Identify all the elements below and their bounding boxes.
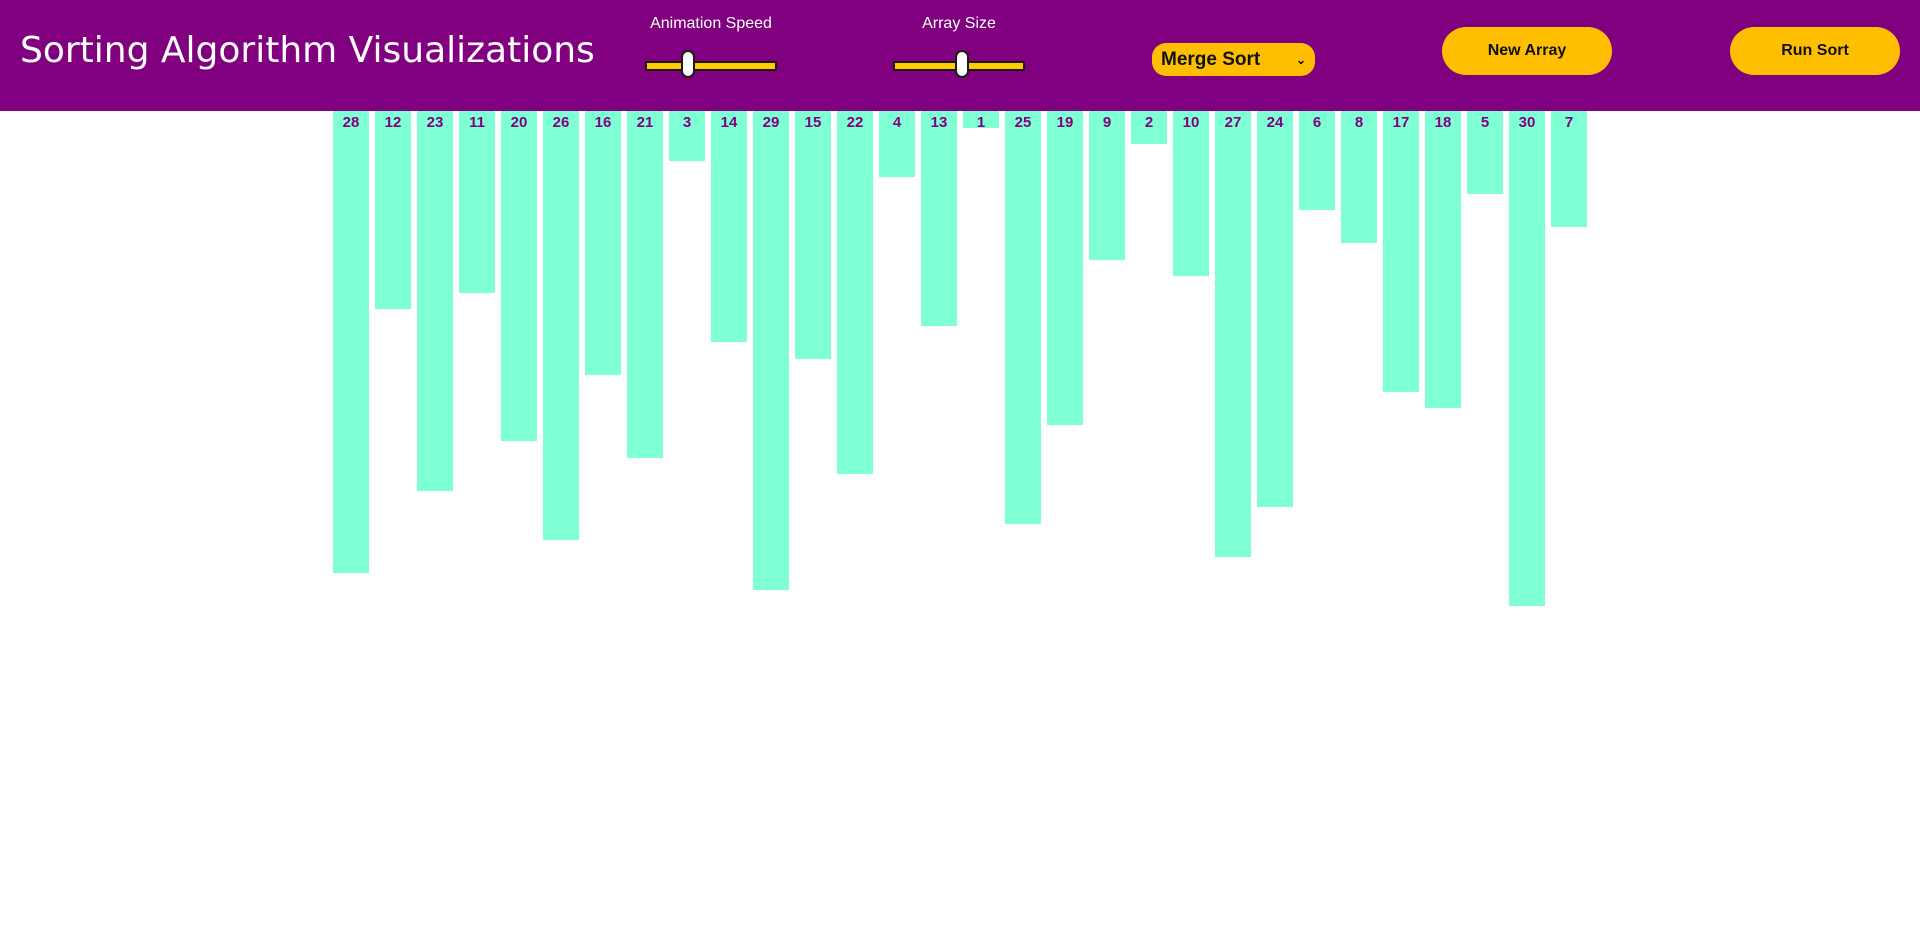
- array-bar-value: 4: [892, 114, 902, 131]
- array-bar-value: 7: [1564, 114, 1574, 131]
- array-bar: 30: [1509, 111, 1545, 606]
- array-bar: 23: [417, 111, 453, 491]
- array-bar-value: 1: [976, 114, 986, 131]
- algorithm-select[interactable]: Merge Sort ⌄: [1152, 43, 1315, 76]
- array-bar-value: 27: [1224, 114, 1242, 131]
- array-bar-value: 10: [1182, 114, 1200, 131]
- array-bar: 15: [795, 111, 831, 359]
- array-bar: 24: [1257, 111, 1293, 507]
- animation-speed-slider-thumb[interactable]: [681, 50, 696, 78]
- array-bar: 5: [1467, 111, 1503, 194]
- array-bar: 26: [543, 111, 579, 540]
- animation-speed-slider[interactable]: [645, 50, 777, 78]
- array-bar: 22: [837, 111, 873, 474]
- array-bar: 19: [1047, 111, 1083, 425]
- array-bar-value: 29: [762, 114, 780, 131]
- animation-speed-label: Animation Speed: [650, 15, 772, 32]
- array-bar-value: 24: [1266, 114, 1284, 131]
- array-bars: 28 12 23 11 20 26 16 21 3 14 29 15 22 4 13 1 25 19 9 2 10 27 2…: [0, 111, 1920, 711]
- array-bar: 9: [1089, 111, 1125, 260]
- new-array-button[interactable]: New Array: [1442, 27, 1612, 75]
- animation-speed-control: Animation Speed: [641, 14, 781, 78]
- array-bar: 18: [1425, 111, 1461, 408]
- array-bar: 16: [585, 111, 621, 375]
- array-bar: 21: [627, 111, 663, 458]
- array-size-control: Array Size: [889, 14, 1029, 78]
- array-bar: 25: [1005, 111, 1041, 524]
- array-bar-value: 8: [1354, 114, 1364, 131]
- array-bar-value: 11: [469, 114, 485, 131]
- array-bar-value: 22: [846, 114, 864, 131]
- array-bar: 3: [669, 111, 705, 161]
- array-bar: 11: [459, 111, 495, 293]
- array-size-slider[interactable]: [893, 50, 1025, 78]
- array-bar-value: 5: [1480, 114, 1490, 131]
- array-bar-value: 12: [384, 114, 402, 131]
- array-bar-value: 13: [930, 114, 948, 131]
- array-size-slider-thumb[interactable]: [955, 50, 970, 78]
- array-bar-value: 20: [510, 114, 528, 131]
- array-bar-value: 9: [1102, 114, 1112, 131]
- array-bar-value: 23: [426, 114, 444, 131]
- page-title: Sorting Algorithm Visualizations: [20, 30, 595, 71]
- array-bar-value: 3: [682, 114, 692, 131]
- array-bar-value: 21: [636, 114, 654, 131]
- array-bar-value: 17: [1392, 114, 1410, 131]
- array-bar: 13: [921, 111, 957, 326]
- array-bar: 27: [1215, 111, 1251, 557]
- algorithm-select-value: Merge Sort: [1161, 48, 1261, 70]
- array-bar: 2: [1131, 111, 1167, 144]
- header-bar: Sorting Algorithm Visualizations Animati…: [0, 0, 1920, 111]
- array-bar: 4: [879, 111, 915, 177]
- array-bar-value: 2: [1144, 114, 1154, 131]
- run-sort-button[interactable]: Run Sort: [1730, 27, 1900, 75]
- array-bar: 29: [753, 111, 789, 590]
- array-bar-value: 6: [1312, 114, 1322, 131]
- array-bar-value: 30: [1518, 114, 1536, 131]
- chevron-down-icon: ⌄: [1295, 52, 1306, 67]
- array-bar-value: 19: [1056, 114, 1074, 131]
- array-bar: 7: [1551, 111, 1587, 227]
- array-bar-value: 26: [552, 114, 570, 131]
- array-size-label: Array Size: [922, 15, 996, 32]
- array-bar-value: 16: [594, 114, 612, 131]
- array-bar: 12: [375, 111, 411, 309]
- array-bar: 6: [1299, 111, 1335, 210]
- array-bar: 14: [711, 111, 747, 342]
- array-bar: 10: [1173, 111, 1209, 276]
- array-bar-value: 15: [804, 114, 822, 131]
- array-bar-value: 28: [342, 114, 360, 131]
- array-bar: 17: [1383, 111, 1419, 392]
- array-bar: 20: [501, 111, 537, 441]
- array-bar: 8: [1341, 111, 1377, 243]
- array-bar: 1: [963, 111, 999, 131]
- array-bar-value: 25: [1014, 114, 1032, 131]
- array-bar-value: 14: [720, 114, 738, 131]
- array-bar-value: 18: [1434, 114, 1452, 131]
- array-bar: 28: [333, 111, 369, 573]
